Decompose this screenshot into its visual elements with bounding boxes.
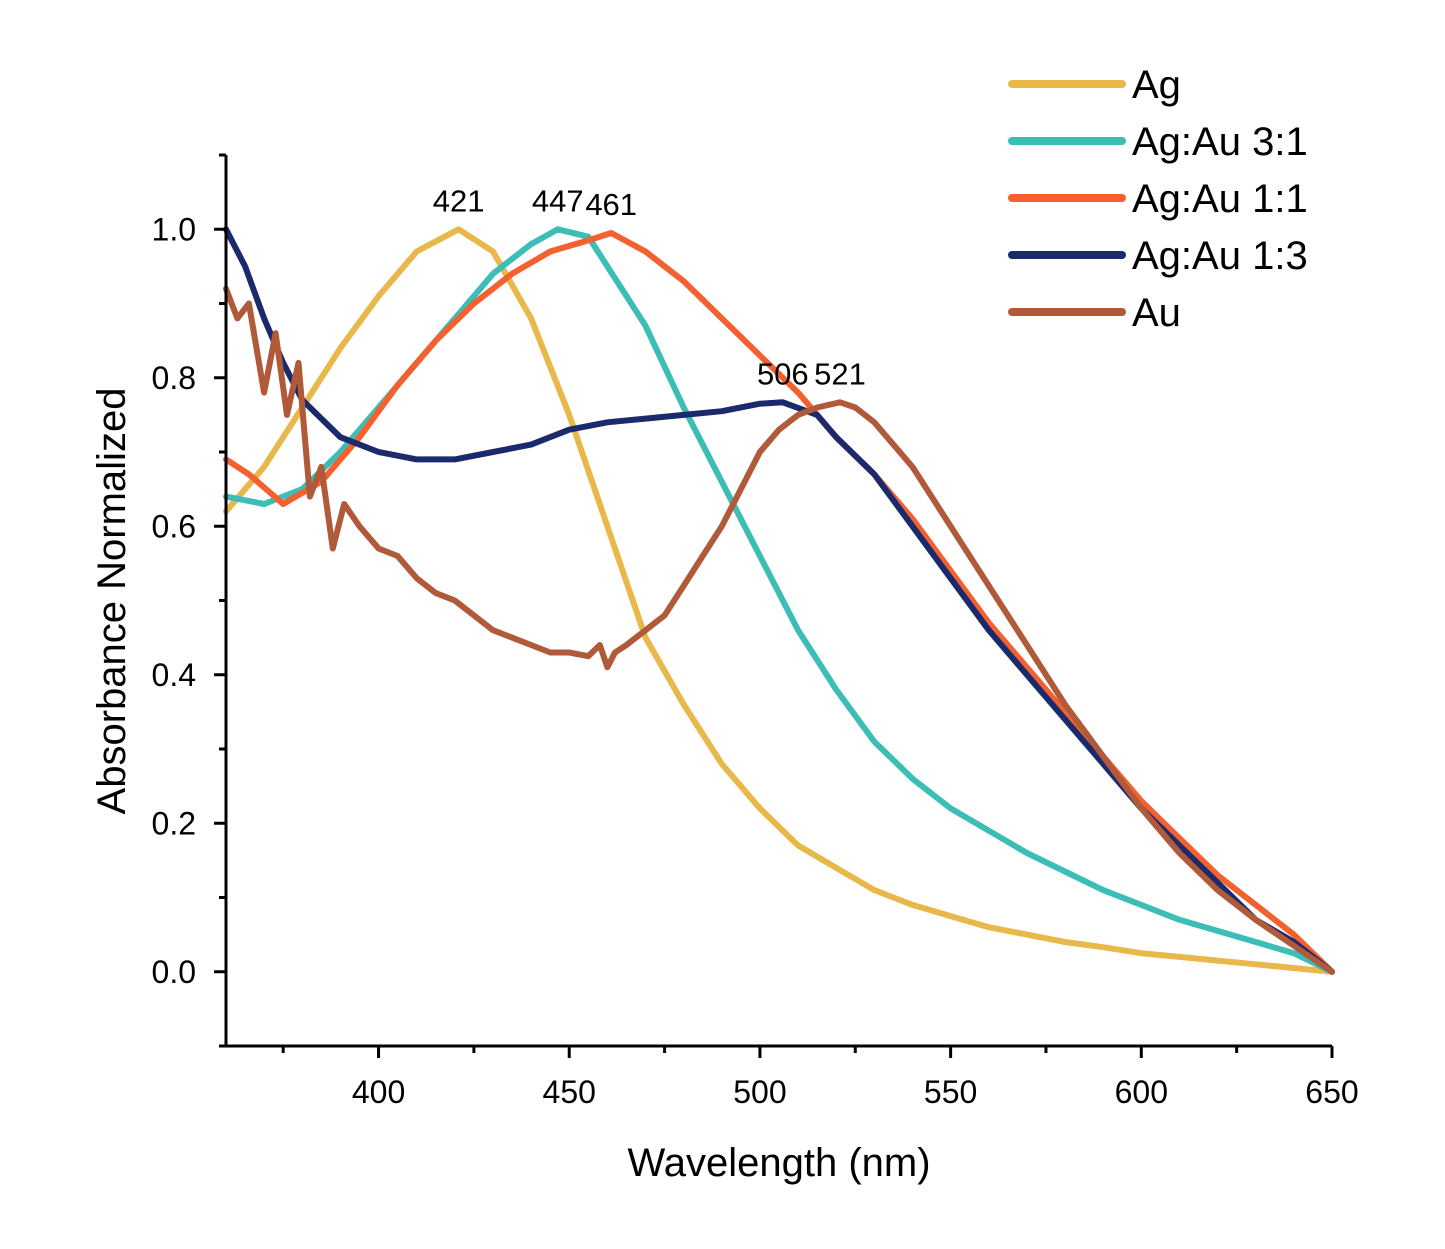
- x-tick-label: 400: [352, 1074, 405, 1110]
- peak-label-461: 461: [585, 187, 637, 222]
- peak-label-506: 506: [757, 356, 809, 391]
- ticks: 400 450 500 550 600 650 0.0 0.2 0.4 0.6 0.8 1.0: [152, 153, 1359, 1110]
- x-tick-label: 650: [1305, 1074, 1358, 1110]
- legend-label-ag-au-1-1: Ag:Au 1:1: [1132, 177, 1308, 221]
- y-tick-label: 0.6: [152, 508, 196, 544]
- x-axis-title: Wavelength (nm): [627, 1141, 930, 1185]
- legend-label-au: Au: [1132, 291, 1181, 335]
- series-lines: [223, 226, 1335, 975]
- peak-label-447: 447: [532, 183, 584, 218]
- legend: Ag Ag:Au 3:1 Ag:Au 1:1 Ag:Au 1:3 Au: [1008, 63, 1308, 335]
- series-line-ag-au-3-1: [223, 226, 1335, 975]
- y-tick-label: 0.4: [152, 657, 196, 693]
- legend-label-ag: Ag: [1132, 63, 1181, 107]
- y-tick-label: 0.0: [152, 954, 196, 990]
- x-tick-label: 550: [924, 1074, 977, 1110]
- series-line-au: [223, 285, 1335, 975]
- x-tick-label: 450: [543, 1074, 596, 1110]
- peak-annotations: 421 447 461 506 521: [433, 183, 866, 391]
- peak-label-521: 521: [814, 356, 866, 391]
- y-tick-label: 1.0: [152, 211, 196, 247]
- x-tick-label: 600: [1115, 1074, 1168, 1110]
- y-axis-title: Absorbance Normalized: [90, 388, 134, 815]
- series-line-ag-au-1-1: [223, 230, 1335, 975]
- legend-label-ag-au-3-1: Ag:Au 3:1: [1132, 120, 1308, 164]
- peak-label-421: 421: [433, 183, 485, 218]
- x-tick-label: 500: [733, 1074, 786, 1110]
- legend-label-ag-au-1-3: Ag:Au 1:3: [1132, 234, 1308, 278]
- y-tick-label: 0.2: [152, 805, 196, 841]
- series-line-ag: [223, 226, 1335, 975]
- y-tick-label: 0.8: [152, 360, 196, 396]
- series-line-ag-au-1-3: [223, 226, 1335, 975]
